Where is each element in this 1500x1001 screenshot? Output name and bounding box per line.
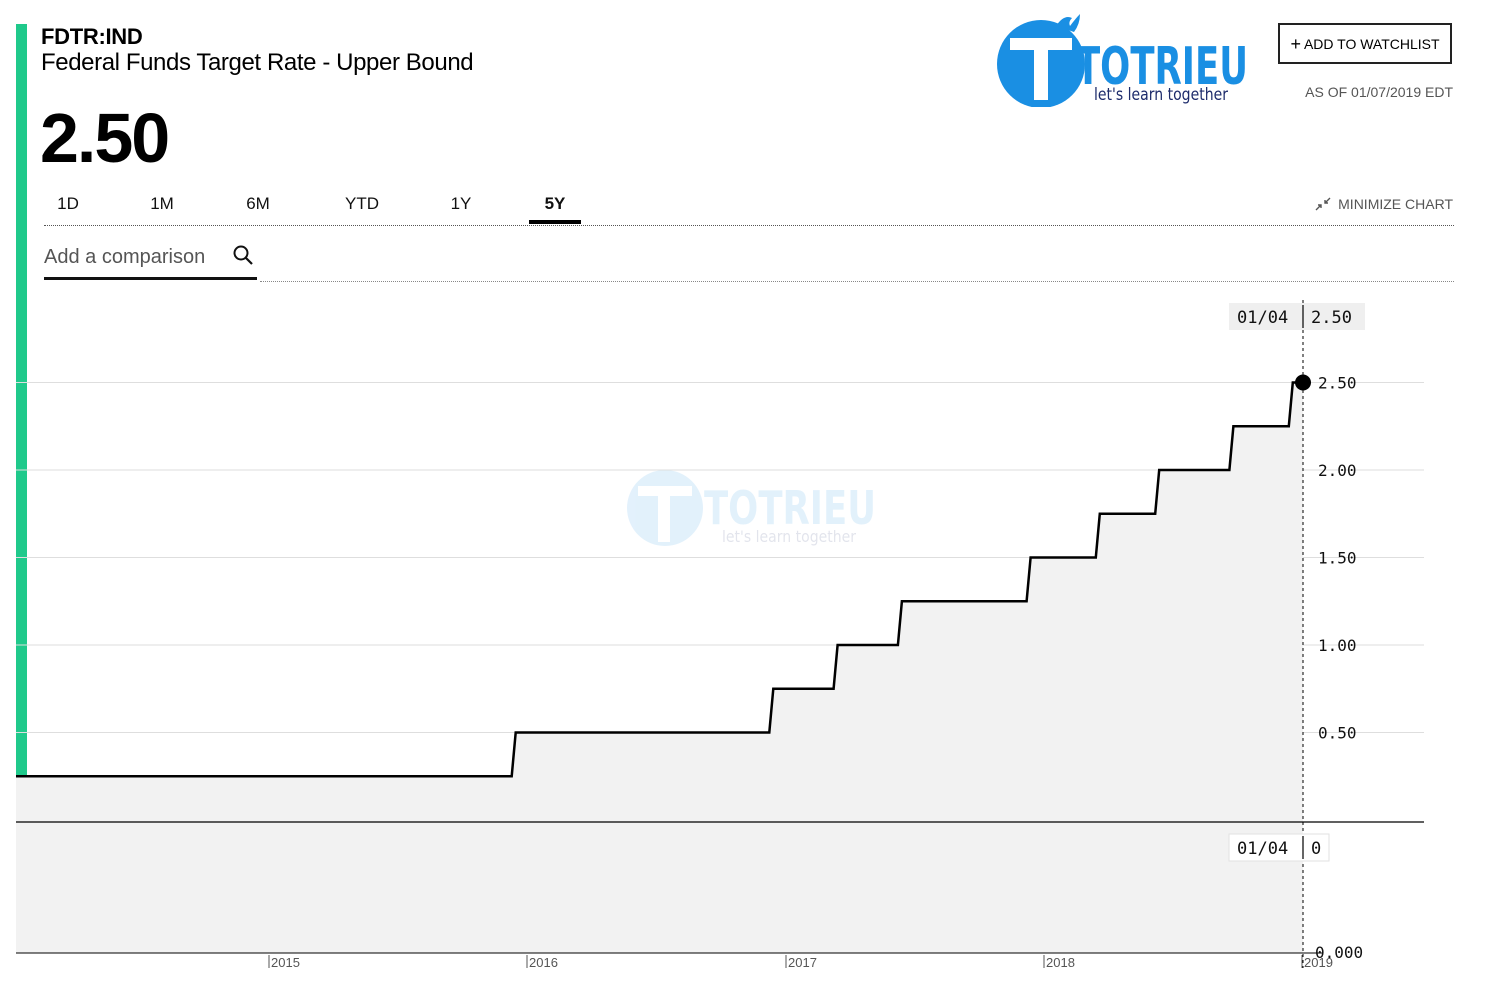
lower-tooltip: 01/04 0 xyxy=(1228,833,1330,862)
x-tick-label: 2015 xyxy=(271,955,300,970)
watchlist-label: ADD TO WATCHLIST xyxy=(1303,35,1440,52)
hover-tooltip: 01/04 2.50 xyxy=(1229,303,1365,330)
tab-1d[interactable]: 1D xyxy=(57,194,79,213)
tab-ytd[interactable]: YTD xyxy=(345,194,379,213)
plus-icon: + xyxy=(1290,33,1301,54)
rate-area-fill xyxy=(16,382,1303,822)
lower-tooltip-date: 01/04 xyxy=(1237,839,1288,859)
comparison-divider xyxy=(260,281,1454,282)
ticker-symbol: FDTR:IND xyxy=(41,24,143,49)
current-value-dot xyxy=(1295,374,1311,391)
x-tick-label: 2017 xyxy=(788,955,817,970)
tab-divider xyxy=(44,225,1454,226)
y-tick-label: 2.50 xyxy=(1318,374,1357,393)
tab-1y[interactable]: 1Y xyxy=(450,194,472,213)
security-name: Federal Funds Target Rate - Upper Bound xyxy=(41,49,474,76)
tab-1m[interactable]: 1M xyxy=(150,194,174,213)
y-tick-label: 2.00 xyxy=(1318,461,1357,480)
as-of-timestamp: AS OF 01/07/2019 EDT xyxy=(1305,84,1453,100)
minimize-label: MINIMIZE CHART xyxy=(1338,196,1453,212)
rate-step-line xyxy=(16,381,1303,778)
x-tick-label: 2018 xyxy=(1046,955,1075,970)
y-tick-label: 1.00 xyxy=(1318,636,1357,655)
watermark-tagline: let's learn together xyxy=(722,527,856,546)
watermark-logo: TOTRIEU let's learn together xyxy=(627,470,876,546)
logo-text: TOTRIEU xyxy=(1076,37,1248,97)
logo-tagline: let's learn together xyxy=(1094,85,1228,105)
tooltip-date: 01/04 xyxy=(1237,308,1288,328)
tooltip-value: 2.50 xyxy=(1311,308,1352,328)
search-icon[interactable] xyxy=(232,244,254,266)
minimize-icon xyxy=(1315,197,1331,211)
comparison-input[interactable] xyxy=(44,242,224,272)
tab-6m[interactable]: 6M xyxy=(246,194,270,213)
accent-bar xyxy=(16,24,27,776)
lower-panel-y-tick: 0.000 xyxy=(1315,943,1363,962)
price-value: 2.50 xyxy=(40,99,170,177)
logo-emblem-icon xyxy=(997,14,1085,107)
lower-panel-fill xyxy=(16,822,1303,953)
comparison-search xyxy=(44,240,257,280)
lower-tooltip-value: 0 xyxy=(1311,839,1321,859)
lower-tooltip-background xyxy=(1228,833,1330,862)
totrieu-logo: TOTRIEU let's learn together xyxy=(997,14,1248,107)
add-to-watchlist-button[interactable]: + ADD TO WATCHLIST xyxy=(1278,23,1452,64)
y-tick-label: 0.50 xyxy=(1318,724,1357,743)
x-tick-label: 2019 xyxy=(1304,955,1333,970)
minimize-chart-button[interactable]: MINIMIZE CHART xyxy=(1314,196,1453,212)
tab-5y[interactable]: 5Y xyxy=(529,186,581,224)
x-tick-label: 2016 xyxy=(529,955,558,970)
watermark-text: TOTRIEU xyxy=(704,481,876,535)
y-tick-label: 1.50 xyxy=(1318,549,1357,568)
tooltip-background xyxy=(1229,303,1365,330)
time-range-tabs: 1D 1M 6M YTD 1Y 5Y xyxy=(44,186,604,226)
